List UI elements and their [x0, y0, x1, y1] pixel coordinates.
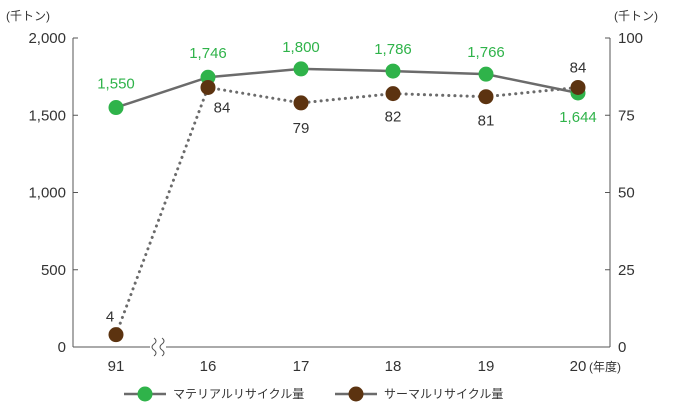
data-label-thermal: 82	[385, 109, 402, 126]
legend-label-thermal: サーマルリサイクル量	[384, 387, 503, 401]
axis-break-mark	[151, 337, 157, 357]
legend-marker-thermal	[348, 386, 364, 402]
x-tick-label: 18	[385, 358, 402, 375]
x-tick-label: 19	[478, 358, 495, 375]
data-label-material: 1,746	[189, 45, 227, 62]
y-right-unit: (千トン)	[614, 9, 658, 23]
y-right-tick-label: 100	[618, 30, 643, 47]
y-left-tick-label: 1,500	[28, 107, 66, 124]
data-label-material: 1,766	[467, 44, 505, 61]
x-tick-label: 20	[570, 358, 587, 375]
y-left-tick-label: 2,000	[28, 30, 66, 47]
data-point-material	[293, 61, 309, 77]
data-point-thermal	[293, 95, 309, 111]
data-point-thermal	[108, 327, 124, 343]
x-tick-label: 16	[200, 358, 217, 375]
y-left-tick-label: 0	[58, 339, 66, 356]
y-left-tick-label: 500	[41, 262, 66, 279]
data-label-thermal: 4	[106, 309, 114, 326]
data-point-thermal	[478, 89, 494, 105]
data-label-material: 1,800	[282, 39, 320, 56]
y-right-tick-label: 75	[618, 107, 635, 124]
data-point-thermal	[385, 86, 401, 102]
y-left-unit: (千トン)	[6, 9, 50, 23]
y-right-tick-label: 25	[618, 262, 635, 279]
data-label-material: 1,550	[97, 76, 135, 93]
y-right-tick-label: 50	[618, 185, 635, 202]
data-label-thermal: 84	[214, 99, 231, 116]
data-label-material: 1,786	[374, 41, 412, 58]
data-label-thermal: 79	[293, 120, 310, 137]
series-line-thermal	[114, 85, 580, 337]
data-point-thermal	[200, 79, 216, 95]
data-point-material	[108, 100, 124, 116]
data-point-material	[478, 66, 494, 82]
x-axis-unit: (年度)	[589, 359, 621, 374]
data-label-material: 1,644	[559, 109, 597, 126]
data-point-thermal	[570, 79, 586, 95]
legend-label-material: マテリアルリサイクル量	[173, 387, 304, 401]
series-line-material	[115, 67, 579, 109]
legend-marker-material	[137, 386, 153, 402]
axis-break-mark	[159, 337, 165, 357]
y-left-tick-label: 1,000	[28, 185, 66, 202]
data-label-thermal: 84	[570, 59, 587, 76]
data-point-material	[385, 63, 401, 79]
y-right-tick-label: 0	[618, 339, 626, 356]
x-tick-label: 91	[108, 358, 125, 375]
data-label-thermal: 81	[478, 113, 495, 130]
x-tick-label: 17	[293, 358, 310, 375]
